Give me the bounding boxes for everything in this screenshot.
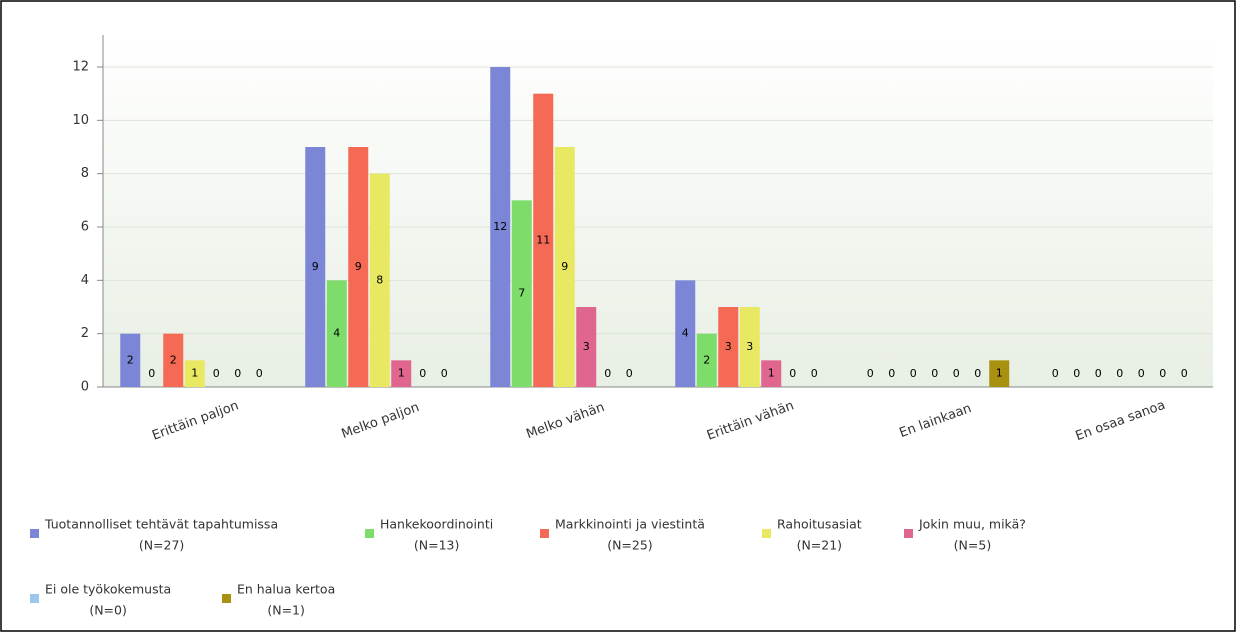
bar: [305, 147, 326, 387]
value-label: 8: [376, 273, 383, 286]
value-label: 0: [953, 367, 960, 380]
bar: [554, 147, 575, 387]
value-label: 0: [789, 367, 796, 380]
value-label: 7: [518, 287, 525, 300]
value-label: 0: [811, 367, 818, 380]
legend-label: Hankekoordinointi: [380, 517, 493, 532]
value-label: 0: [234, 367, 241, 380]
y-tick-label: 12: [72, 60, 89, 75]
bar: [533, 93, 554, 388]
value-label: 0: [1116, 367, 1123, 380]
legend-label: Ei ole työkokemusta: [45, 582, 171, 597]
value-label: 0: [626, 367, 633, 380]
bar: [490, 67, 511, 387]
bar: [696, 333, 717, 387]
value-label: 1: [398, 367, 405, 380]
value-label: 1: [191, 367, 198, 380]
legend-n: (N=25): [607, 538, 652, 553]
legend-swatch: [30, 594, 39, 603]
value-label: 0: [256, 367, 263, 380]
value-label: 4: [682, 327, 689, 340]
bar: [326, 280, 347, 387]
bar: [761, 360, 782, 387]
value-label: 0: [604, 367, 611, 380]
bar: [391, 360, 412, 387]
legend-label: Markkinointi ja viestintä: [555, 517, 705, 532]
bar: [675, 280, 696, 387]
value-label: 0: [867, 367, 874, 380]
value-label: 2: [170, 353, 177, 366]
value-label: 2: [703, 353, 710, 366]
value-label: 0: [441, 367, 448, 380]
legend-label: Tuotannolliset tehtävät tapahtumissa: [44, 517, 278, 532]
legend-swatch: [540, 529, 549, 538]
value-label: 9: [561, 260, 568, 273]
value-label: 0: [1073, 367, 1080, 380]
bar: [718, 307, 739, 387]
value-label: 0: [910, 367, 917, 380]
legend-n: (N=0): [89, 603, 127, 618]
legend-label: En halua kertoa: [237, 582, 335, 597]
legend-label: Jokin muu, mikä?: [918, 517, 1026, 532]
legend-swatch: [365, 529, 374, 538]
bar: [739, 307, 760, 387]
bar: [120, 333, 141, 387]
y-tick-label: 0: [81, 380, 89, 395]
y-tick-label: 2: [81, 326, 89, 341]
value-label: 0: [213, 367, 220, 380]
value-label: 0: [1138, 367, 1145, 380]
value-label: 0: [1052, 367, 1059, 380]
value-label: 3: [583, 340, 590, 353]
legend-n: (N=27): [139, 538, 184, 553]
y-tick-label: 4: [81, 273, 89, 288]
legend-swatch: [30, 529, 39, 538]
value-label: 4: [333, 327, 340, 340]
legend-swatch: [762, 529, 771, 538]
value-label: 1: [996, 367, 1003, 380]
bar: [369, 173, 390, 387]
legend-swatch: [904, 529, 913, 538]
value-label: 0: [419, 367, 426, 380]
bar: [348, 147, 369, 387]
value-label: 0: [1159, 367, 1166, 380]
value-label: 3: [746, 340, 753, 353]
value-label: 0: [148, 367, 155, 380]
bar: [511, 200, 532, 387]
legend-n: (N=21): [797, 538, 842, 553]
legend-label: Rahoitusasiat: [777, 517, 862, 532]
value-label: 12: [493, 220, 507, 233]
value-label: 0: [931, 367, 938, 380]
y-tick-label: 8: [81, 166, 89, 181]
value-label: 0: [1095, 367, 1102, 380]
value-label: 2: [127, 353, 134, 366]
value-label: 0: [974, 367, 981, 380]
legend-n: (N=13): [414, 538, 459, 553]
bar: [576, 307, 597, 387]
y-tick-label: 10: [72, 113, 89, 128]
bar: [184, 360, 205, 387]
value-label: 3: [725, 340, 732, 353]
plot-area: [103, 35, 1213, 387]
value-label: 0: [888, 367, 895, 380]
bar: [163, 333, 184, 387]
bar: [989, 360, 1010, 387]
legend-n: (N=5): [954, 538, 992, 553]
value-label: 9: [312, 260, 319, 273]
value-label: 1: [768, 367, 775, 380]
value-label: 0: [1181, 367, 1188, 380]
value-label: 9: [355, 260, 362, 273]
y-tick-label: 6: [81, 220, 89, 235]
value-label: 11: [536, 233, 550, 246]
legend-n: (N=1): [267, 603, 305, 618]
legend-swatch: [222, 594, 231, 603]
